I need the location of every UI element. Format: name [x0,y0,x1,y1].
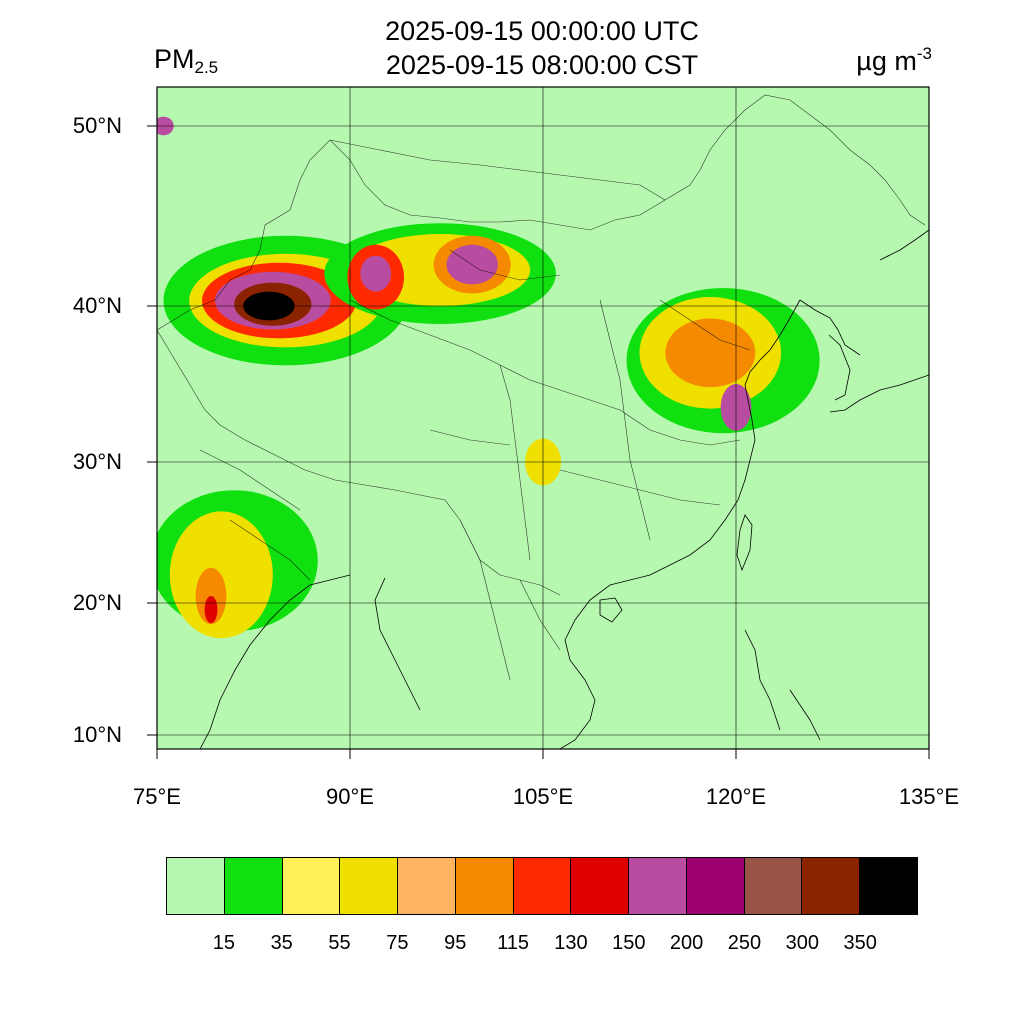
colorbar-label: 95 [444,932,467,954]
colorbar-label: 200 [669,932,704,954]
lon-label: 105°E [512,784,574,809]
species-main: PM [154,44,195,74]
unit-main: µg m [856,46,917,76]
pollution-region [665,318,756,388]
lat-label: 30°N [72,449,122,474]
colorbar-cell [282,858,341,914]
colorbar-label: 250 [727,932,762,954]
colorbar [166,857,918,915]
colorbar-label: 130 [554,932,588,954]
pollution-field [157,116,820,639]
colorbar-cell [513,858,572,914]
colorbar-label: 35 [270,932,293,954]
axis-ticks [147,125,930,759]
colorbar-cell [455,858,514,914]
colorbar-label: 115 [497,932,529,954]
colorbar-cell [686,858,745,914]
lon-label: 135°E [898,784,960,809]
colorbar-label: 75 [386,932,409,954]
species-subscript: 2.5 [194,58,219,77]
colorbar-cell [224,858,283,914]
lon-label: 120°E [705,784,767,809]
title-utc: 2025-09-15 00:00:00 UTC [385,16,699,46]
lat-label: 20°N [72,590,122,615]
pollution-region [360,255,392,292]
pollution-region [204,596,218,624]
unit-label: µg m-3 [856,44,932,77]
colorbar-cell [860,858,917,914]
colorbar-label: 55 [328,932,351,954]
pollution-region [169,511,273,639]
colorbar-cell [744,858,803,914]
lat-label: 50°N [72,113,122,138]
colorbar-cell [167,858,225,914]
colorbar-cell [340,858,399,914]
colorbar-cell [629,858,687,914]
colorbar-label: 350 [843,932,877,954]
lon-label: 75°E [133,784,181,809]
species-label: PM2.5 [154,44,218,78]
country-borders [157,94,926,681]
colorbar-cell [571,858,630,914]
graticule [157,87,929,749]
unit-superscript: -3 [916,44,932,63]
colorbar-label: 15 [212,932,235,954]
lon-label: 90°E [326,784,374,809]
title-cst: 2025-09-15 08:00:00 CST [385,50,699,80]
lat-label: 40°N [72,293,122,318]
coastline-outline [199,229,929,749]
colorbar-label: 150 [612,932,646,954]
colorbar-label: 300 [785,932,819,954]
colorbar-cell [398,858,456,914]
lat-label: 10°N [72,722,122,747]
colorbar-cell [802,858,861,914]
